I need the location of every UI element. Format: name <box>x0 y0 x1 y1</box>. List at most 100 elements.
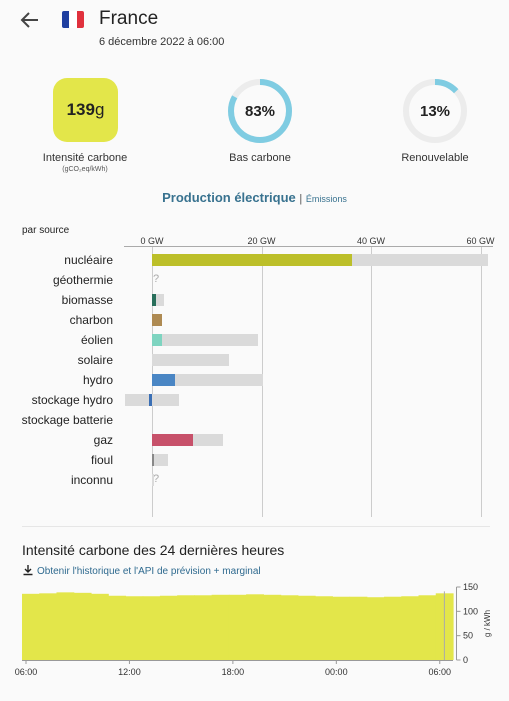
low-carbon-gauge-arc <box>228 79 292 143</box>
history-hour-bar[interactable] <box>194 595 213 660</box>
datetime: 6 décembre 2022 à 06:00 <box>99 36 225 48</box>
bar-chart-axis <box>124 246 493 247</box>
production-bar[interactable] <box>152 254 352 266</box>
history-hour-bar[interactable] <box>211 594 230 660</box>
history-title: Intensité carbone des 24 dernières heure… <box>22 542 285 558</box>
production-tab[interactable]: Production électrique <box>162 190 296 205</box>
source-label: géothermie <box>52 273 113 287</box>
source-label: inconnu <box>70 473 113 487</box>
source-label: fioul <box>90 453 113 467</box>
renewable-value: 13% <box>419 102 451 120</box>
history-hour-bar[interactable] <box>349 596 368 660</box>
x-tick-label: 60 GW <box>466 236 495 246</box>
x-tick-label: 18:00 <box>222 667 245 677</box>
history-hour-bar[interactable] <box>280 595 299 660</box>
by-source-label: par source <box>22 225 70 236</box>
carbon-intensity-history-chart: 0 50 100 150 g / kWh 06:00 12:00 18:00 00:00 06:0… <box>15 582 492 677</box>
capacity-bar[interactable] <box>152 454 169 466</box>
history-hour-bar[interactable] <box>228 594 247 660</box>
capacity-bar[interactable] <box>152 334 258 346</box>
history-hour-bar[interactable] <box>332 596 351 660</box>
source-label: solaire <box>77 353 113 367</box>
production-bar[interactable] <box>152 454 154 466</box>
x-tick-label: 06:00 <box>15 667 38 677</box>
title-separator: | <box>299 193 303 205</box>
production-bar[interactable] <box>152 374 175 386</box>
x-tick-label: 12:00 <box>118 667 141 677</box>
history-hour-bar[interactable] <box>246 594 264 660</box>
history-hour-bar[interactable] <box>177 595 195 660</box>
source-label: nucléaire <box>64 253 113 267</box>
renewable-gauge-arc <box>403 79 467 143</box>
flag-icon <box>62 11 84 28</box>
history-hour-bar[interactable] <box>39 593 58 660</box>
production-bar[interactable] <box>152 434 193 446</box>
history-api-link-text: Obtenir l'historique et l'API de prévisi… <box>37 566 261 577</box>
history-hour-bar[interactable] <box>384 596 402 660</box>
download-icon <box>23 565 33 576</box>
x-gridline <box>371 247 372 517</box>
production-bar[interactable] <box>149 394 152 406</box>
source-label: hydro <box>82 373 113 387</box>
y-tick-label: 150 <box>463 582 478 592</box>
emissions-tab[interactable]: Émissions <box>305 194 347 204</box>
carbon-intensity-label: Intensité carbone <box>42 152 128 164</box>
capacity-bar[interactable] <box>152 474 155 486</box>
unknown-value-icon: ? <box>153 273 160 285</box>
low-carbon-label: Bas carbone <box>229 152 291 164</box>
history-hour-bar[interactable] <box>125 596 144 660</box>
carbon-intensity-value: 139 <box>66 100 95 119</box>
history-hour-bar[interactable] <box>56 592 75 660</box>
production-title: Production électrique | Émissions <box>0 190 509 205</box>
carbon-intensity-badge: 139 g <box>53 78 118 142</box>
y-axis-label: g / kWh <box>483 610 492 637</box>
history-hour-bar[interactable] <box>263 594 282 660</box>
history-api-link[interactable]: Obtenir l'historique et l'API de prévisi… <box>22 564 261 577</box>
flag-stripe-blue <box>62 11 70 28</box>
x-tick-label: 06:00 <box>428 667 451 677</box>
renewable-label: Renouvelable <box>401 152 469 164</box>
flag-stripe-white <box>69 11 77 28</box>
y-tick-label: 0 <box>463 655 468 665</box>
production-bar[interactable] <box>152 334 162 346</box>
source-label: charbon <box>69 313 113 327</box>
source-label: biomasse <box>61 293 113 307</box>
y-tick-label: 50 <box>463 631 473 641</box>
history-hour-bar[interactable] <box>142 596 161 660</box>
unknown-value-icon: ? <box>153 473 160 485</box>
x-tick-label: 0 GW <box>140 236 164 246</box>
history-hour-bar[interactable] <box>159 595 178 660</box>
back-arrow-icon[interactable] <box>18 8 42 32</box>
history-hour-bar[interactable] <box>73 592 92 660</box>
carbon-intensity-unit-note: (gCO₂eq/kWh) <box>62 166 108 173</box>
history-hour-bar[interactable] <box>90 593 109 660</box>
history-hour-bar[interactable] <box>108 595 127 660</box>
capacity-bar[interactable] <box>152 354 230 366</box>
section-divider <box>22 526 490 527</box>
production-bar[interactable] <box>152 314 162 326</box>
history-hour-bar[interactable] <box>418 595 437 660</box>
source-label: éolien <box>80 333 113 347</box>
x-tick-label: 20 GW <box>247 236 276 246</box>
y-tick-label: 100 <box>463 606 478 616</box>
carbon-intensity-unit: g <box>94 100 105 119</box>
x-gridline <box>480 247 482 517</box>
history-hour-bar[interactable] <box>401 596 420 660</box>
capacity-bar[interactable] <box>152 374 264 386</box>
low-carbon-value: 83% <box>244 102 276 120</box>
page-header: France 6 décembre 2022 à 06:00 <box>0 0 509 60</box>
renewable-gauge: 13% <box>402 78 468 144</box>
low-carbon-gauge: 83% <box>227 78 293 144</box>
country-name: France <box>99 8 159 29</box>
history-hour-bar[interactable] <box>315 596 333 660</box>
x-tick-label: 00:00 <box>325 667 348 677</box>
capacity-bar[interactable] <box>124 394 180 406</box>
history-hour-bar[interactable] <box>297 595 316 660</box>
source-label: gaz <box>93 433 113 447</box>
history-hour-bar[interactable] <box>22 593 40 660</box>
history-hour-bar[interactable] <box>366 597 385 660</box>
source-label: stockage batterie <box>21 413 113 427</box>
production-bar[interactable] <box>152 294 157 306</box>
flag-stripe-red <box>76 11 84 28</box>
source-label: stockage hydro <box>31 393 113 407</box>
